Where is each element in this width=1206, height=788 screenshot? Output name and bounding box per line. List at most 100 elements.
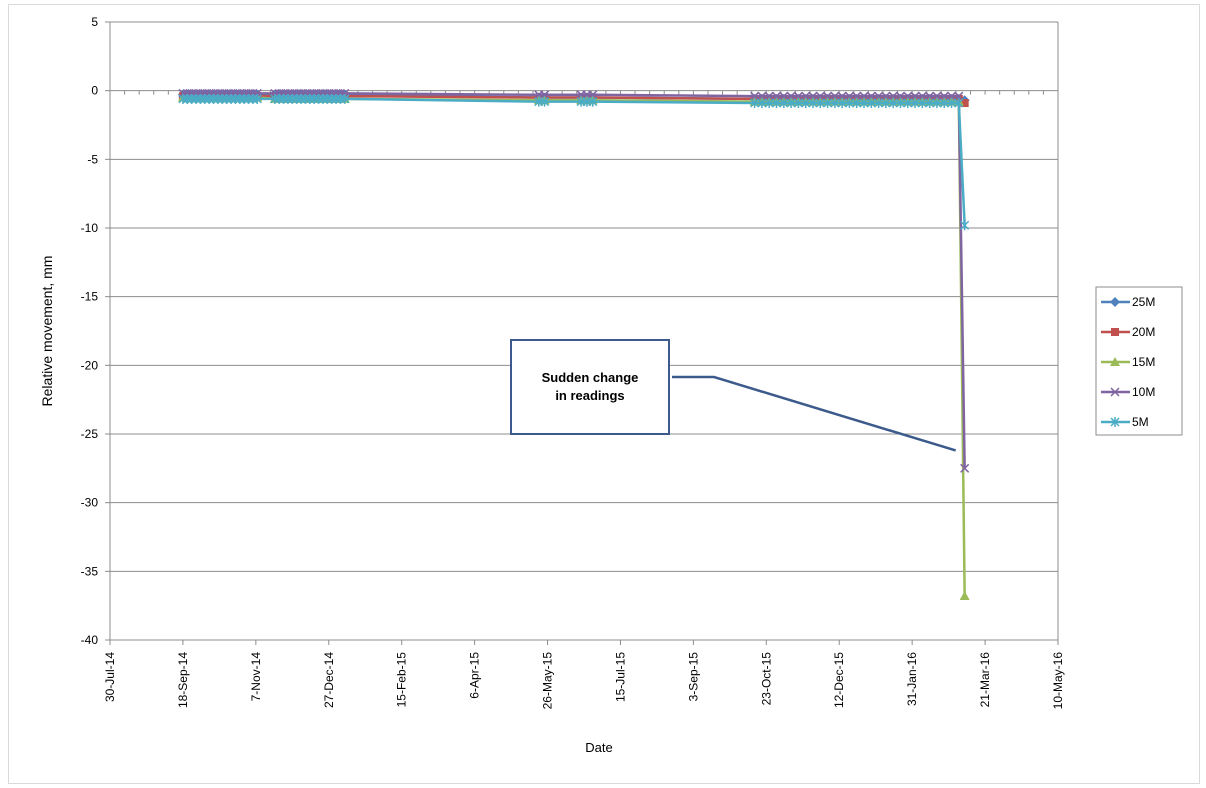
marker-stroke bbox=[903, 91, 913, 101]
data-point-5M bbox=[947, 98, 957, 109]
x-tick-label: 21-Mar-16 bbox=[978, 652, 992, 708]
legend-label: 25M bbox=[1132, 295, 1155, 309]
data-point-10M bbox=[888, 91, 898, 101]
marker-stroke bbox=[801, 91, 811, 101]
annotation-text-line2: in readings bbox=[555, 388, 625, 403]
data-point-10M bbox=[917, 91, 927, 101]
data-point-5M bbox=[540, 96, 550, 107]
data-point-10M bbox=[757, 91, 767, 101]
legend-swatch-marker bbox=[1110, 297, 1120, 307]
data-point-5M bbox=[786, 98, 796, 109]
legend-item-10M: 10M bbox=[1101, 385, 1155, 399]
marker-stroke bbox=[1110, 387, 1120, 397]
data-point-5M bbox=[779, 98, 789, 109]
y-tick-label: -40 bbox=[81, 633, 99, 647]
annotation-text-line1: Sudden change bbox=[541, 370, 639, 385]
marker-stroke bbox=[793, 91, 803, 101]
series-line-5M bbox=[182, 97, 966, 226]
marker-stroke bbox=[881, 91, 891, 101]
data-point-10M bbox=[823, 91, 833, 101]
marker-stroke bbox=[779, 91, 789, 101]
marker-stroke bbox=[960, 463, 970, 473]
y-tick-label: -5 bbox=[87, 152, 98, 166]
y-tick-label: -30 bbox=[81, 496, 99, 510]
marker-stroke bbox=[757, 91, 767, 101]
legend-item-25M: 25M bbox=[1101, 295, 1155, 309]
x-tick-label: 30-Jul-14 bbox=[103, 652, 117, 702]
data-point-10M bbox=[939, 91, 949, 101]
marker-stroke bbox=[859, 91, 869, 101]
data-point-10M bbox=[910, 91, 920, 101]
data-point-10M bbox=[852, 91, 862, 101]
marker-stroke bbox=[823, 91, 833, 101]
x-tick-label: 10-May-16 bbox=[1051, 652, 1065, 710]
data-point-10M bbox=[793, 91, 803, 101]
data-point-5M bbox=[866, 98, 876, 109]
x-tick-label: 15-Feb-15 bbox=[395, 652, 409, 708]
marker-stroke bbox=[932, 91, 942, 101]
callout-leader bbox=[672, 375, 957, 452]
x-tick-label: 23-Oct-15 bbox=[759, 652, 773, 706]
x-axis-title: Date bbox=[585, 740, 612, 755]
data-point-5M bbox=[830, 98, 840, 109]
legend-label: 10M bbox=[1132, 385, 1155, 399]
data-point-10M bbox=[771, 91, 782, 101]
y-tick-label: 0 bbox=[91, 84, 98, 98]
x-tick-label: 18-Sep-14 bbox=[176, 652, 190, 708]
data-point-10M bbox=[881, 91, 891, 101]
data-point-10M bbox=[830, 91, 840, 101]
marker-stroke bbox=[786, 91, 796, 101]
data-point-5M bbox=[903, 98, 913, 109]
data-point-5M bbox=[954, 98, 964, 109]
marker-stroke bbox=[954, 91, 964, 101]
legend-label: 20M bbox=[1132, 325, 1155, 339]
data-point-10M bbox=[764, 91, 774, 101]
gridlines bbox=[105, 21, 1058, 641]
marker-stroke bbox=[852, 91, 862, 101]
y-tick-label: -25 bbox=[81, 427, 99, 441]
x-axis-ticks: 30-Jul-14 18-Sep-14 7-Nov-14 27-Dec-14 15-Fe… bbox=[103, 90, 1065, 710]
data-point-10M bbox=[954, 91, 964, 101]
legend-swatch-marker bbox=[1111, 328, 1119, 336]
data-point-10M bbox=[947, 91, 957, 101]
y-tick-label: -35 bbox=[81, 564, 99, 578]
y-axis-ticks: 5 0 -5 -10 -15 -20 -25 -30 -35 -40 bbox=[81, 15, 99, 647]
data-point-5M bbox=[925, 98, 935, 109]
x-tick-label: 6-Apr-15 bbox=[468, 652, 482, 699]
data-point-10M bbox=[786, 91, 796, 101]
data-point-5M bbox=[960, 220, 970, 231]
data-point-5M bbox=[771, 98, 782, 109]
data-point-5M bbox=[823, 98, 833, 109]
data-point-5M bbox=[757, 98, 767, 109]
series-group bbox=[177, 88, 970, 601]
data-point-10M bbox=[932, 91, 942, 101]
data-point-10M bbox=[837, 91, 847, 101]
legend-swatch-marker bbox=[1110, 357, 1120, 366]
x-tick-label: 3-Sep-15 bbox=[686, 652, 700, 702]
y-tick-label: -20 bbox=[81, 358, 99, 372]
marker-stroke bbox=[866, 91, 876, 101]
marker-stroke bbox=[947, 91, 957, 101]
marker-stroke bbox=[808, 91, 818, 101]
data-point-10M bbox=[866, 91, 876, 101]
data-point-5M bbox=[859, 98, 869, 109]
y-tick-label: -15 bbox=[81, 290, 99, 304]
x-tick-label: 27-Dec-14 bbox=[322, 652, 336, 708]
data-point-10M bbox=[859, 91, 869, 101]
data-point-10M bbox=[903, 91, 913, 101]
data-point-5M bbox=[252, 93, 262, 104]
data-point-5M bbox=[588, 96, 598, 107]
data-point-5M bbox=[852, 98, 862, 109]
data-point-5M bbox=[801, 98, 811, 109]
data-point-5M bbox=[874, 98, 884, 109]
data-point-5M bbox=[939, 98, 949, 109]
data-point-5M bbox=[837, 98, 847, 109]
marker-stroke bbox=[888, 91, 898, 101]
marker-stroke bbox=[917, 91, 927, 101]
y-tick-label: -10 bbox=[81, 221, 99, 235]
x-tick-label: 15-Jul-15 bbox=[613, 652, 627, 702]
data-point-15M bbox=[959, 591, 970, 601]
x-tick-label: 31-Jan-16 bbox=[905, 652, 919, 706]
annotation-callout: Sudden change in readings bbox=[510, 339, 670, 435]
